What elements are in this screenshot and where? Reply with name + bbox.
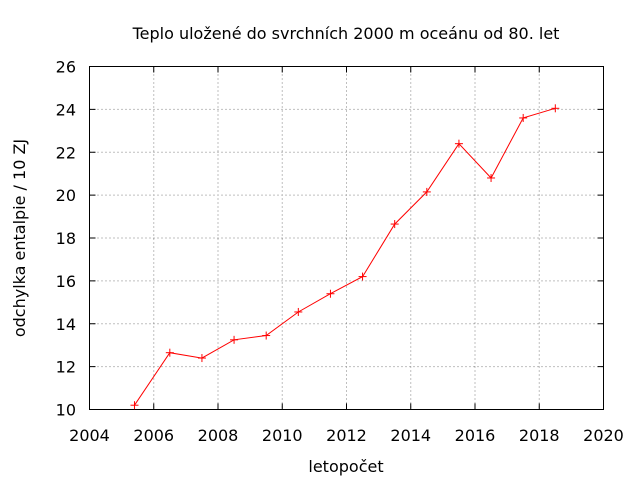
x-tick-label: 2020 <box>583 426 624 445</box>
y-tick-label: 16 <box>56 272 76 291</box>
x-tick-label: 2006 <box>133 426 174 445</box>
series-line <box>134 107 556 406</box>
y-tick-label: 10 <box>56 401 76 420</box>
data-point-marker <box>454 139 463 148</box>
chart-title: Teplo uložené do svrchních 2000 m oceánu… <box>132 24 560 43</box>
y-tick-label: 22 <box>56 143 76 162</box>
data-point-marker <box>326 289 335 298</box>
data-point-marker <box>422 187 431 196</box>
data-point-marker <box>230 335 239 344</box>
data-point-marker <box>551 104 560 113</box>
data-point-marker <box>165 348 174 357</box>
grid <box>89 66 604 410</box>
y-tick-label: 12 <box>56 358 76 377</box>
y-tick-labels: 10 12 14 16 18 20 22 24 26 <box>56 58 76 420</box>
x-tick-label: 2018 <box>519 426 560 445</box>
x-tick-label: 2016 <box>455 426 496 445</box>
x-tick-label: 2010 <box>262 426 303 445</box>
data-point-marker <box>130 401 139 410</box>
data-point-marker <box>294 307 303 316</box>
data-point-marker <box>519 113 528 122</box>
y-tick-label: 26 <box>56 58 76 77</box>
data-point-marker <box>487 173 496 182</box>
y-tick-label: 14 <box>56 315 76 334</box>
series-group <box>130 104 560 410</box>
x-axis-label: letopočet <box>308 457 383 476</box>
x-tick-label: 2008 <box>198 426 239 445</box>
data-point-marker <box>390 220 399 229</box>
data-point-marker <box>197 354 206 363</box>
data-point-marker <box>262 331 271 340</box>
x-tick-label: 2004 <box>69 426 110 445</box>
plot-frame <box>89 66 604 410</box>
y-axis-label: odchylka entalpie / 10 ZJ <box>10 139 29 337</box>
x-tick-labels: 2004 2006 2008 2010 2012 2014 2016 2018 2020 <box>69 426 624 445</box>
x-tick-label: 2014 <box>390 426 431 445</box>
data-point-marker <box>358 272 367 281</box>
x-tick-label: 2012 <box>326 426 367 445</box>
y-tick-label: 24 <box>56 100 76 119</box>
y-tick-label: 18 <box>56 229 76 248</box>
y-tick-label: 20 <box>56 186 76 205</box>
